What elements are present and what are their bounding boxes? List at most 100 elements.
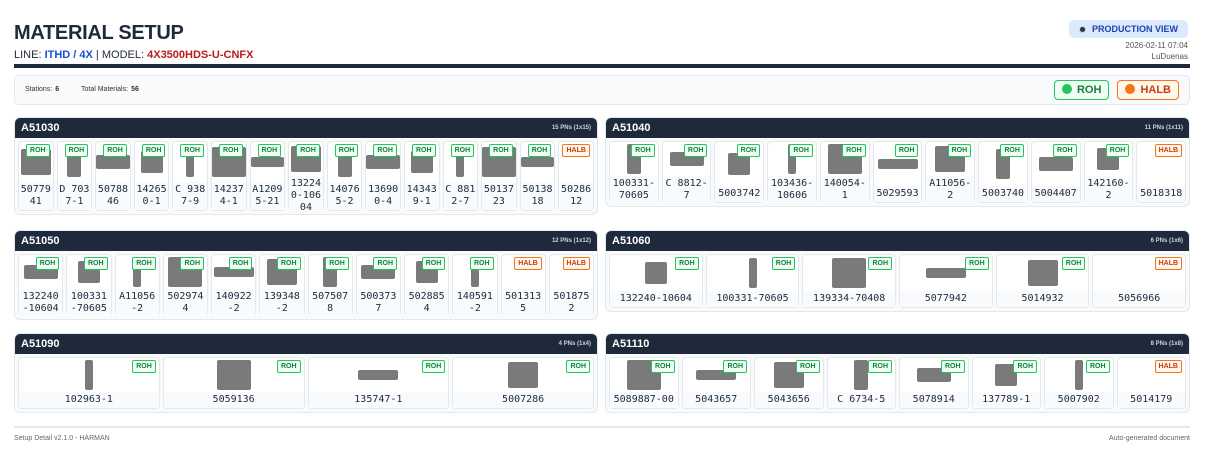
part-card[interactable]: ROH C 9387-9 (172, 141, 208, 211)
part-card[interactable]: ROH 5014932 (995, 254, 1090, 308)
part-number: 143439-1 (404, 182, 439, 210)
part-card[interactable]: ROH 5043656 (754, 357, 824, 409)
part-card[interactable]: ROH 5029593 (872, 141, 923, 203)
part-card[interactable]: ROH 136900-4 (365, 141, 401, 211)
part-card[interactable]: ROH 142650-1 (133, 141, 170, 211)
part-number: 5014932 (996, 291, 1089, 307)
part-card[interactable]: ROH 142160-2 (1083, 141, 1134, 204)
part-card[interactable]: HALB 5014179 (1116, 357, 1186, 409)
part-card[interactable]: ROH 5077942 (899, 254, 993, 308)
material-type-badge: ROH (842, 144, 866, 157)
material-type-badge: ROH (868, 360, 892, 373)
part-card[interactable]: ROH 143439-1 (403, 141, 440, 211)
part-card[interactable]: ROH 140591-2 (452, 254, 498, 317)
part-number: 5077942 (900, 291, 992, 307)
part-card[interactable]: ROH 103436-10606 (767, 141, 817, 204)
part-card[interactable]: ROH 137789-1 (971, 357, 1041, 409)
part-card[interactable]: HALB 5018318 (1136, 141, 1187, 203)
part-photo-placeholder (358, 370, 399, 380)
material-type-badge: ROH (26, 144, 50, 157)
material-type-badge: ROH (411, 144, 436, 157)
production-view-button[interactable]: PRODUCTION VIEW (1068, 20, 1188, 38)
part-card[interactable]: ROH A11056-2 (114, 254, 160, 317)
production-view-label: PRODUCTION VIEW (1091, 24, 1178, 34)
part-number: 139348-2 (260, 289, 304, 317)
part-photo-placeholder (366, 155, 400, 169)
part-card[interactable]: ROH 132240-10604 (288, 141, 324, 214)
material-type-badge: ROH (868, 257, 893, 270)
part-photo-placeholder (520, 157, 555, 167)
part-card[interactable]: ROH C 8812-7 (661, 141, 712, 204)
part-card[interactable]: ROH 5013723 (481, 141, 517, 211)
part-card[interactable]: ROH 132240-10604 (18, 254, 64, 317)
part-card[interactable]: ROH 102963-1 (18, 357, 160, 409)
material-type-badge: ROH (373, 257, 397, 270)
part-photo-placeholder (854, 360, 869, 390)
part-card[interactable]: ROH 100331-70605 (705, 254, 800, 308)
part-number: 5078846 (96, 182, 130, 210)
part-card[interactable]: ROH 5003742 (714, 141, 765, 203)
part-number: 132240-10604 (19, 289, 63, 317)
part-card[interactable]: ROH 5013818 (519, 141, 556, 211)
part-image (768, 142, 816, 176)
part-card[interactable]: ROH 5078846 (95, 141, 131, 211)
material-type-badge: ROH (723, 360, 747, 373)
part-card[interactable]: ROH 5029744 (162, 254, 208, 317)
material-type-badge: ROH (276, 360, 301, 373)
material-type-badge: ROH (64, 144, 89, 157)
part-card[interactable]: ROH C 8812-7 (442, 141, 479, 211)
part-number: 102963-1 (19, 392, 159, 408)
part-card[interactable]: ROH 5078914 (899, 357, 969, 409)
part-card[interactable]: ROH 5007902 (1044, 357, 1114, 409)
part-card[interactable]: ROH 135747-1 (307, 357, 450, 409)
part-photo-placeholder (877, 159, 918, 169)
part-number: 5007902 (1045, 392, 1113, 408)
station-pn-count: 15 PNs (1x15) (551, 125, 591, 131)
material-type-badge: ROH (736, 144, 761, 157)
part-card[interactable]: ROH 5007286 (452, 357, 594, 409)
legend: ROH HALB (1053, 80, 1179, 100)
part-card[interactable]: ROH 140054-1 (819, 141, 870, 204)
part-card[interactable]: ROH 139334-70408 (802, 254, 897, 308)
part-card[interactable]: ROH 5003740 (978, 141, 1028, 203)
part-card[interactable]: ROH 100331-70605 (609, 141, 659, 204)
part-card[interactable]: ROH 139348-2 (259, 254, 305, 317)
part-photo-placeholder (644, 262, 667, 284)
part-card[interactable]: HALB 5013135 (500, 254, 546, 317)
material-type-badge: ROH (469, 257, 494, 270)
part-card[interactable]: ROH D 7037-1 (56, 141, 93, 211)
material-type-badge: ROH (631, 144, 655, 157)
part-card[interactable]: ROH A12095-21 (249, 141, 286, 211)
material-type-badge: ROH (894, 144, 919, 157)
part-card[interactable]: ROH 142374-1 (210, 141, 247, 211)
part-card[interactable]: ROH 5077941 (18, 141, 54, 211)
part-number: 5028854 (405, 289, 449, 317)
part-card[interactable]: ROH 5003737 (355, 254, 401, 317)
part-image (1045, 358, 1113, 392)
part-card[interactable]: ROH C 6734-5 (826, 357, 896, 409)
part-card[interactable]: ROH 132240-10604 (609, 254, 703, 308)
part-number: 5059136 (163, 392, 304, 408)
part-card[interactable]: ROH 5089887-00 (609, 357, 679, 409)
material-type-badge: ROH (35, 257, 60, 270)
material-type-badge: ROH (1013, 360, 1037, 373)
part-number: 100331-70605 (610, 176, 658, 204)
part-card[interactable]: ROH 140765-2 (326, 141, 363, 211)
part-card[interactable]: ROH 5028854 (404, 254, 450, 317)
part-card[interactable]: ROH 100331-70605 (66, 254, 112, 317)
part-card[interactable]: ROH 5059136 (162, 357, 305, 409)
part-card[interactable]: HALB 5028612 (558, 141, 594, 211)
part-card[interactable]: ROH A11056-2 (925, 141, 976, 204)
part-card[interactable]: ROH 5004407 (1030, 141, 1081, 203)
part-card[interactable]: ROH 5043657 (681, 357, 751, 409)
material-type-badge: ROH (450, 144, 475, 157)
part-number: 5003742 (715, 186, 764, 202)
part-card[interactable]: HALB 5018752 (548, 254, 594, 317)
part-card[interactable]: HALB 5056966 (1092, 254, 1187, 308)
part-number: 103436-10606 (768, 176, 816, 204)
station-header: A51050 12 PNs (1x12) (15, 231, 597, 251)
part-image (453, 255, 496, 289)
part-card[interactable]: ROH 140922-2 (211, 254, 257, 317)
material-type-badge: ROH (1053, 144, 1077, 157)
part-card[interactable]: ROH 5075078 (307, 254, 353, 317)
